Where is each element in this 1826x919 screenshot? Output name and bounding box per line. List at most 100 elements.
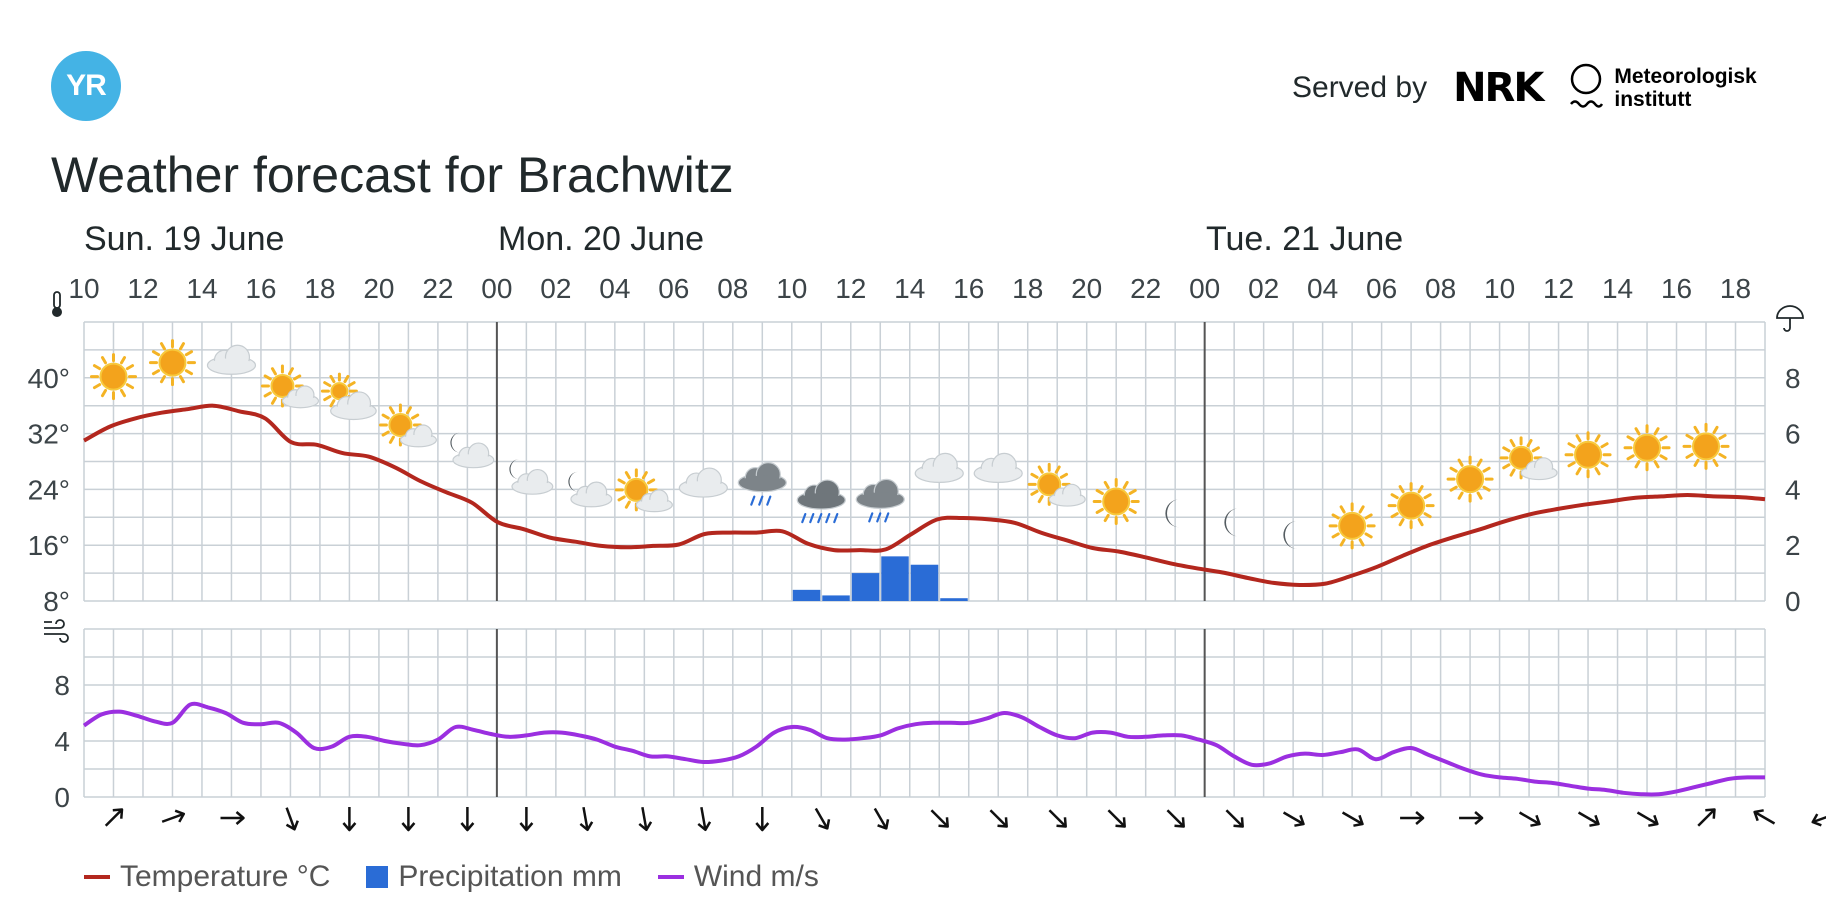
sun-ray [159,375,166,384]
sun-ray [178,375,185,384]
met-logo-line1: Meteorologisk [1614,65,1757,88]
hour-label: 10 [68,273,99,304]
sun-ray [1634,427,1641,436]
wind-direction-arrow [1636,811,1659,827]
precipitation-bar [851,573,880,601]
wind-arrow-shaft [700,806,707,830]
sun-ray [1718,452,1727,459]
sun-ray [125,383,135,390]
sun-ray [151,369,161,376]
met-logo[interactable]: Meteorologisk institutt [1568,62,1757,114]
nrk-logo[interactable]: NRK [1453,65,1544,111]
sun-ray [100,356,107,365]
temp-axis-label: 16° [28,530,70,561]
wind-arrow-head [579,821,594,832]
sun-ray [92,364,102,371]
sun-ray [184,369,194,376]
wind-arrow-head [638,821,653,832]
hour-label: 04 [599,273,630,304]
wind-direction-arrow [1697,808,1716,827]
sun-disc [388,413,413,438]
wind-direction-arrow [401,807,416,832]
wind-arrow-head [401,822,416,832]
sun-ray [263,374,272,381]
rain-drop [876,512,882,523]
wind-arrow-head [235,811,245,825]
wind-direction-arrow [220,811,245,825]
wind-arrow-head [1233,817,1244,828]
yr-logo[interactable]: YR [51,51,121,121]
served-by-block: Served by NRK Meteorologisk institutt [1292,62,1757,114]
hour-label: 10 [1484,273,1515,304]
umbrella-canopy [1776,305,1804,319]
cloud-fill [1050,494,1084,505]
wind-axis-label: 8 [54,670,70,701]
thermometer-icon [52,291,62,317]
legend-wind-label: Wind m/s [693,860,819,893]
hour-label: 12 [1543,273,1574,304]
sun-ray [343,374,350,384]
wind-arrow-shaft [1754,811,1776,825]
wind-arrow-head [1353,814,1364,827]
served-by-text: Served by [1292,71,1428,104]
hour-label: 14 [186,273,217,304]
wind-arrow-shaft [582,806,589,830]
sun-ray [1417,485,1424,494]
legend-wind-swatch [657,875,684,879]
wind-arrow-shaft [1813,813,1826,823]
sun-disc [1338,511,1367,540]
sun-ray [1594,434,1601,443]
sun-ray [1482,485,1491,492]
sun-ray [1358,505,1365,514]
hour-label: 14 [1602,273,1633,304]
legend-item-precipitation: Precipitation mm [366,860,622,894]
wind-direction-arrow [1225,809,1244,828]
hour-label: 20 [363,273,394,304]
weather-icon-clear-sky [148,339,196,387]
sun-ray [125,364,135,371]
temp-axis-label: 40° [28,363,70,394]
sun-ray [1502,446,1511,453]
wind-arrow-shaft [1518,811,1540,825]
wind-arrow-shaft [1282,811,1304,825]
umbrella-icon [1776,305,1804,332]
weather-icon-clear-sky [1446,455,1494,503]
sun-ray [1423,493,1432,500]
hour-label: 06 [1366,273,1397,304]
cloud-fill [401,434,435,446]
weather-icon-light-rain [855,478,905,523]
wind-direction-arrow [930,809,949,828]
wind-direction-arrow [755,807,770,832]
cloud-fill [637,499,671,511]
weather-icon-partly-cloudy-day [614,468,673,513]
weather-icon-fair-day [320,372,377,421]
sun-ray [1390,493,1399,500]
wind-arrow-head [1648,814,1659,827]
hour-label: 18 [304,273,335,304]
hour-label: 14 [894,273,925,304]
page-title: Weather forecast for Brachwitz [51,147,734,203]
cloud-fill [454,454,493,467]
cloud-fill [572,493,611,506]
weather-icon-clear-sky [1623,424,1671,472]
sun-ray [1718,433,1727,440]
weather-icon-cloudy [973,452,1023,483]
wind-direction-arrow [161,809,186,823]
sun-ray [1390,512,1399,519]
hour-label: 02 [1248,273,1279,304]
sun-ray [184,350,194,357]
hour-label: 22 [422,273,453,304]
wind-arrow-head [519,822,534,832]
sun-ray [1030,472,1039,479]
sun-ray [1364,513,1373,520]
precipitation-bar [822,595,850,601]
hour-label: 08 [717,273,748,304]
weather-icon-clear-sky [1682,422,1730,470]
wind-direction-arrow [579,806,594,832]
wind-direction-arrow [697,806,712,832]
sun-ray [1417,518,1424,527]
umbrella-handle [1783,318,1791,332]
sun-ray [1122,513,1129,523]
wind-arrow-shaft [1636,811,1658,825]
sun-ray [1030,489,1039,496]
